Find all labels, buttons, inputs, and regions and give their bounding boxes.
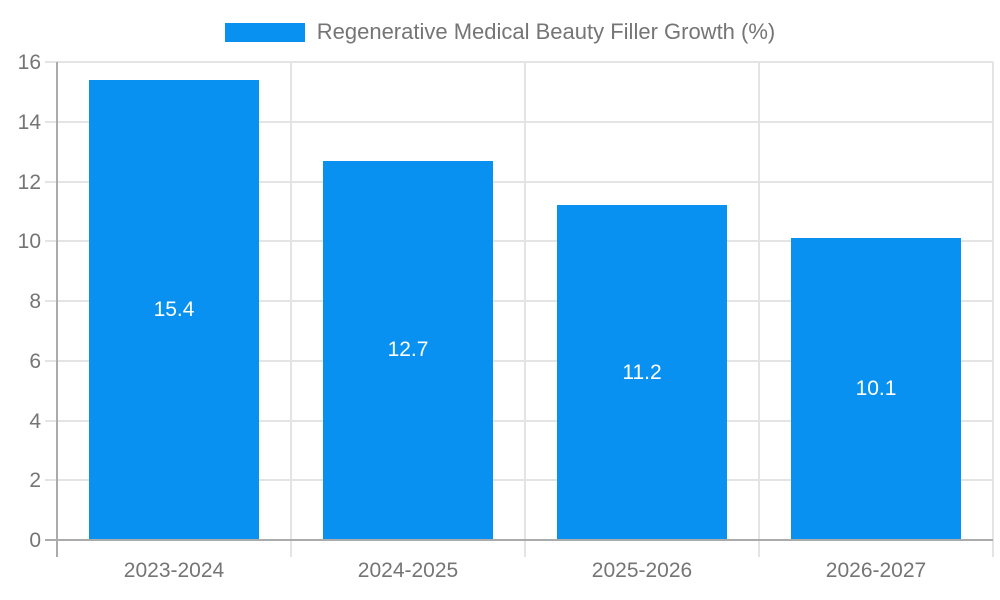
legend-swatch: [224, 22, 305, 42]
y-tick-label: 0: [29, 529, 41, 552]
x-category-label: 2024-2025: [357, 559, 459, 582]
y-tick-label: 12: [17, 170, 41, 194]
gridline-vertical: [992, 62, 994, 557]
y-tick-label: 4: [29, 409, 41, 433]
bar-value-label: 11.2: [622, 360, 662, 384]
y-tick-label: 2: [29, 469, 41, 493]
y-tick-label: 10: [17, 230, 41, 254]
bar-value-label: 10.1: [855, 377, 897, 401]
gridline-horizontal: [45, 180, 993, 183]
y-tick-label: 6: [29, 349, 41, 373]
bar-value-label: 15.4: [153, 297, 195, 321]
gridline-horizontal: [45, 300, 993, 302]
gridline-horizontal: [45, 61, 993, 63]
x-category-label: 2025-2026: [591, 559, 693, 582]
bar-value-label: 12.7: [387, 338, 429, 362]
x-category-label: 2026-2027: [825, 559, 927, 582]
gridline-vertical: [758, 62, 760, 557]
legend: Regenerative Medical Beauty Filler Growt…: [0, 14, 1000, 50]
gridline-vertical: [290, 62, 292, 557]
gridline-horizontal: [45, 120, 993, 123]
bar: 12.7: [323, 160, 493, 540]
bar: 15.4: [89, 79, 259, 540]
y-axis-line: [56, 62, 58, 557]
bar: 11.2: [557, 205, 727, 540]
legend-label: Regenerative Medical Beauty Filler Growt…: [316, 19, 776, 44]
y-tick-label: 14: [17, 110, 41, 134]
bar: 10.1: [791, 238, 961, 540]
gridline-horizontal: [45, 479, 993, 482]
y-tick-label: 16: [17, 51, 41, 74]
y-tick-label: 8: [29, 290, 41, 313]
x-category-label: 2023-2024: [123, 559, 225, 582]
x-axis-baseline: [45, 539, 993, 541]
gridline-horizontal: [45, 359, 993, 362]
gridline-horizontal: [45, 419, 993, 422]
gridline-horizontal: [45, 240, 993, 243]
gridline-vertical: [524, 62, 526, 557]
